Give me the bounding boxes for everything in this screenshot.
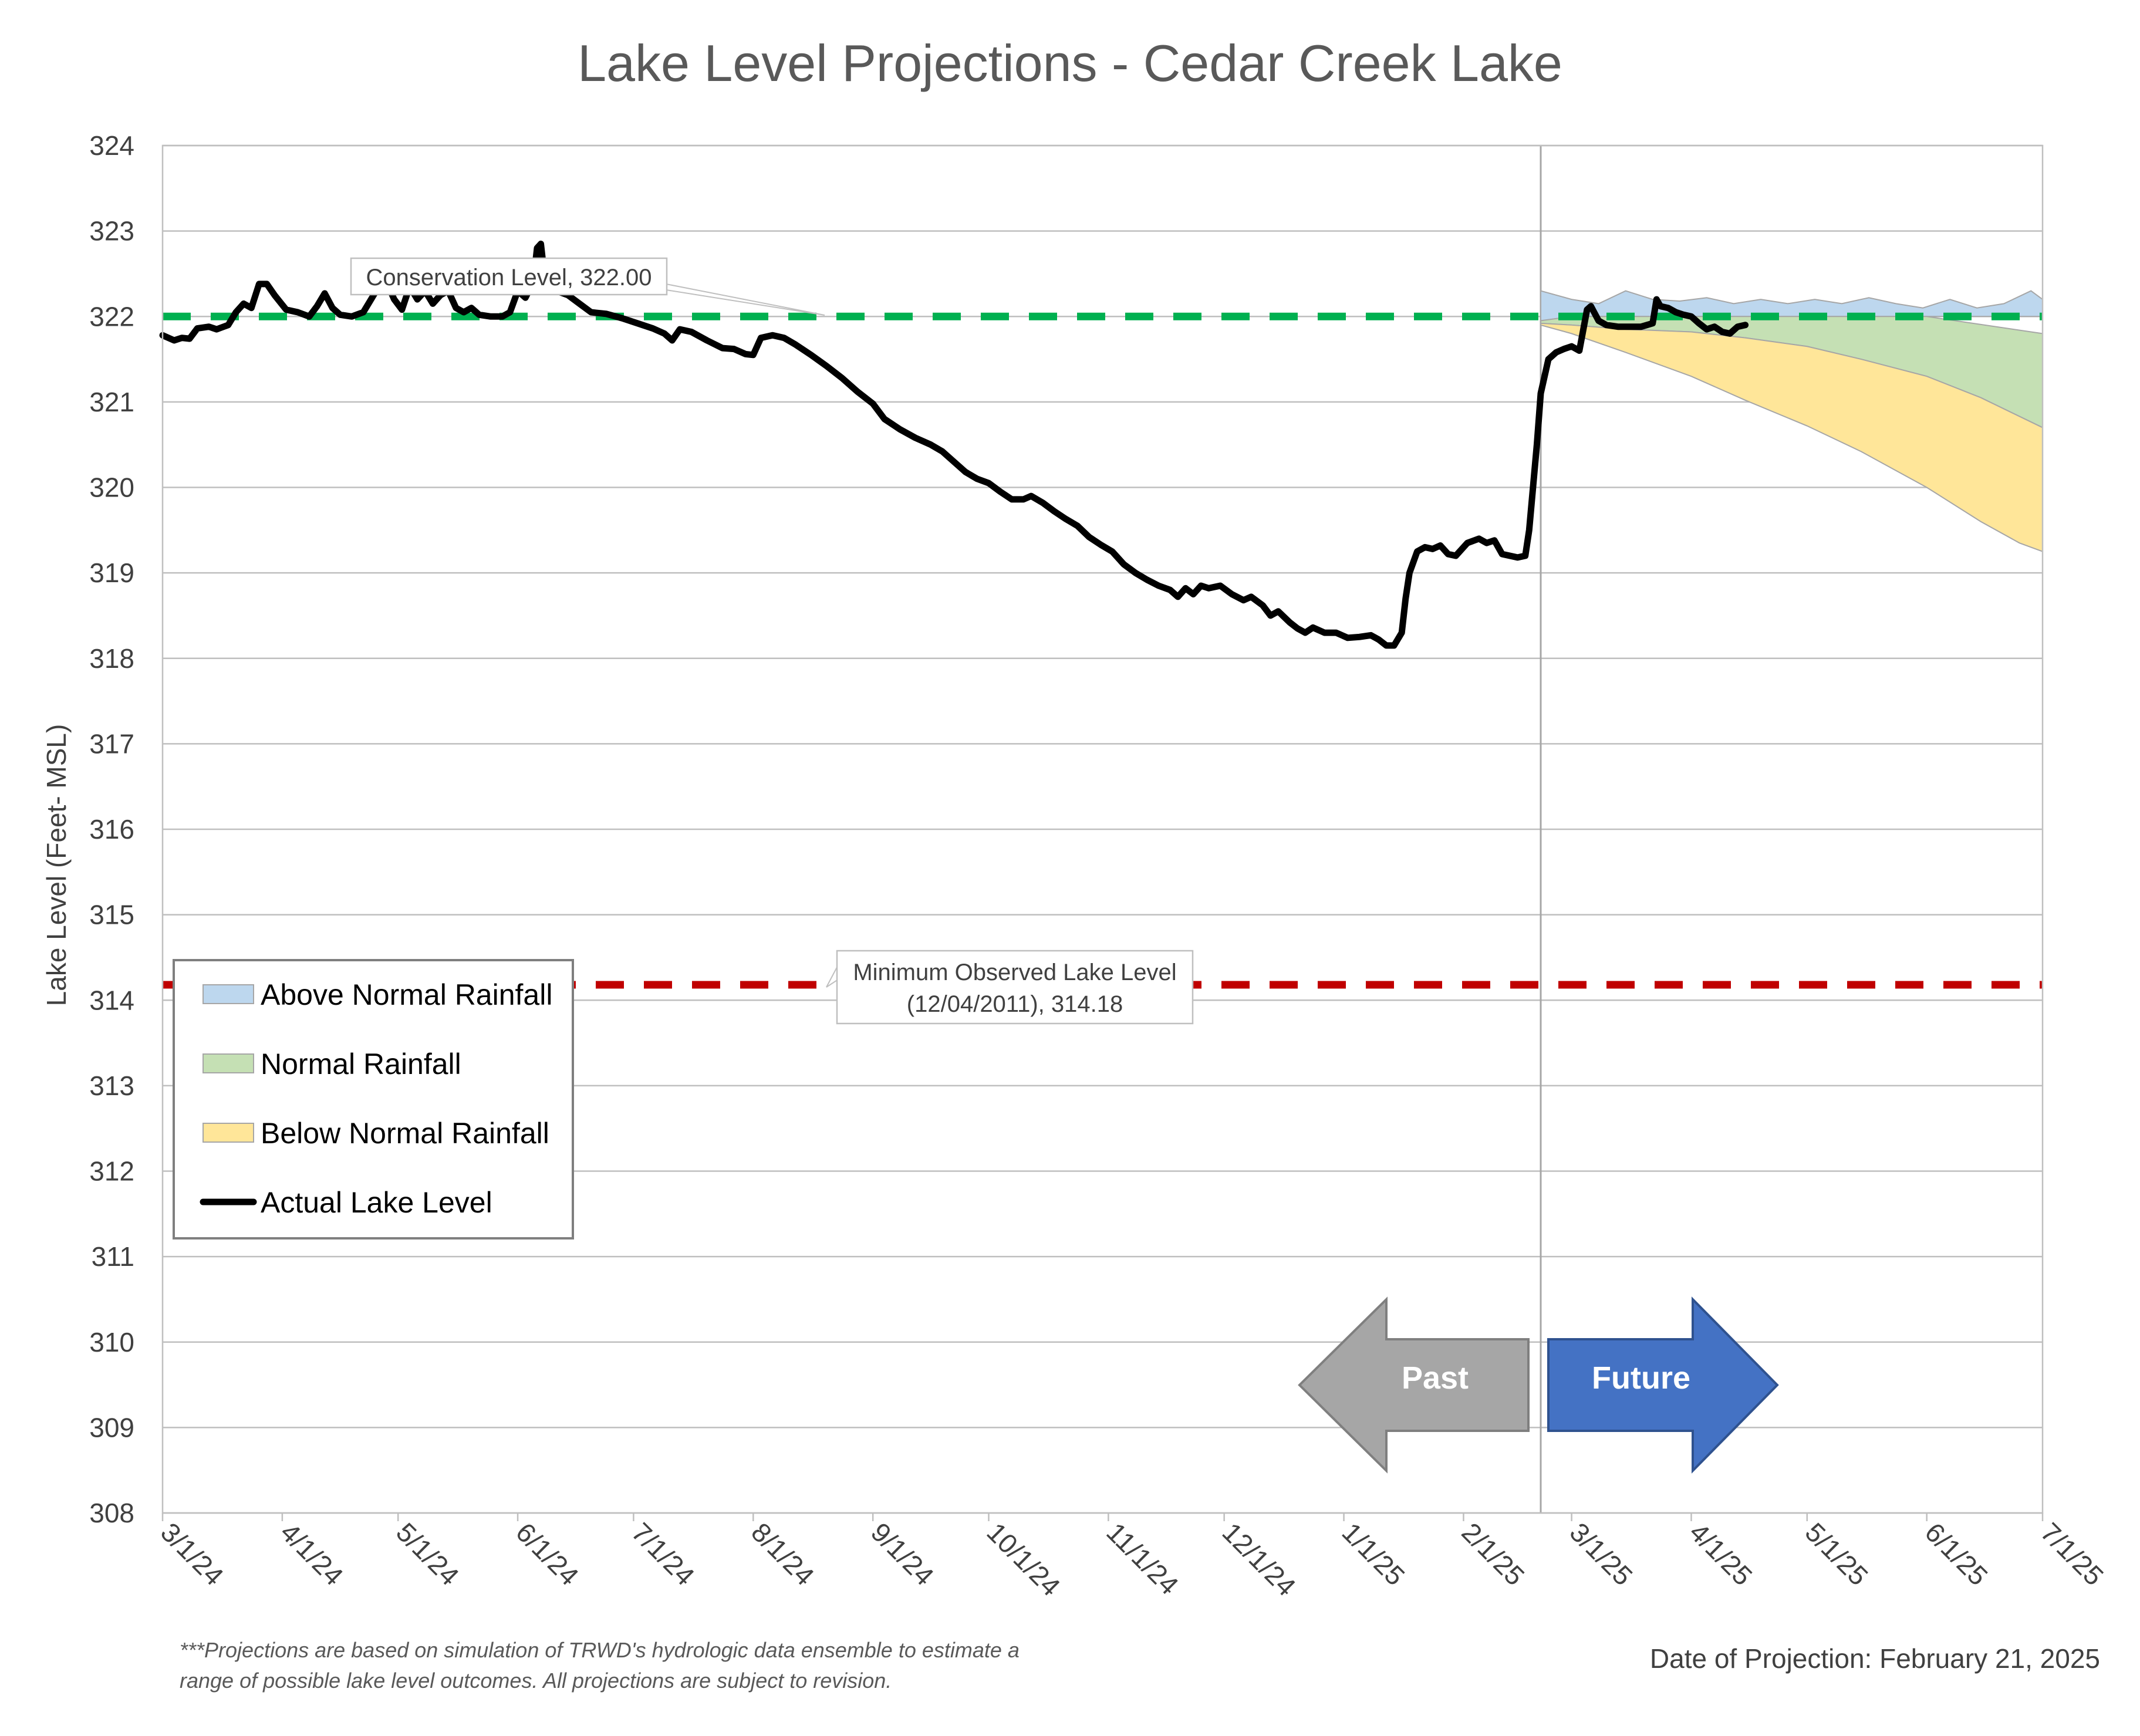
legend-swatch-above-normal-rainfall: [202, 984, 254, 1004]
conservation-level-label: Conservation Level, 322.00: [366, 265, 652, 291]
y-tick-label: 317: [89, 728, 134, 759]
y-tick-label: 324: [89, 130, 134, 161]
y-tick-label: 321: [89, 387, 134, 417]
y-tick-label: 309: [89, 1412, 134, 1443]
legend-swatch-normal-rainfall: [202, 1053, 254, 1073]
y-tick-label: 322: [89, 301, 134, 332]
past-future-arrows: Past Future: [1298, 1296, 1779, 1474]
projection-date-text: Date of Projection: February 21, 2025: [1650, 1643, 2100, 1674]
past-arrow: [1298, 1296, 1530, 1474]
conservation-callout-box: [350, 257, 668, 296]
y-tick-label: 316: [89, 814, 134, 845]
y-tick-label: 318: [89, 643, 134, 674]
y-tick-label: 310: [89, 1327, 134, 1357]
y-tick-label: 320: [89, 472, 134, 503]
minimum-level-label-line-2: (12/04/2011), 314.18: [907, 991, 1123, 1017]
y-tick-label: 308: [89, 1498, 134, 1528]
legend-swatch-below-normal-rainfall: [202, 1123, 254, 1143]
legend-label: Actual Lake Level: [261, 1186, 492, 1219]
legend-label: Normal Rainfall: [261, 1048, 461, 1080]
y-tick-label: 315: [89, 900, 134, 930]
past-arrow-label: Past: [1402, 1360, 1469, 1396]
legend-box: [173, 959, 574, 1239]
legend-label: Below Normal Rainfall: [261, 1117, 549, 1150]
legend: Above Normal Rainfall Normal Rainfall Belo…: [173, 959, 574, 1239]
y-tick-label: 314: [89, 985, 134, 1015]
chart-title: Lake Level Projections - Cedar Creek Lak…: [578, 34, 1562, 92]
y-tick-label: 311: [92, 1241, 134, 1272]
y-tick-label: 323: [89, 216, 134, 246]
future-arrow: [1547, 1296, 1779, 1474]
legend-label: Above Normal Rainfall: [261, 978, 552, 1011]
footnote-line-1: ***Projections are based on simulation o…: [180, 1638, 1020, 1662]
callouts: Conservation Level, 322.00 Minimum Observ…: [350, 257, 1194, 1025]
minimum-callout-box: [836, 950, 1194, 1025]
footnote-line-2: range of possible lake level outcomes. A…: [180, 1669, 892, 1693]
y-tick-label: 312: [89, 1156, 134, 1187]
minimum-level-label-line-1: Minimum Observed Lake Level: [853, 960, 1176, 985]
y-tick-label: 313: [89, 1070, 134, 1101]
band-below-normal-rainfall: [1540, 322, 2043, 553]
plot-area-border: [161, 144, 2044, 1514]
y-axis-label: Lake Level (Feet- MSL): [41, 724, 72, 1007]
y-tick-label: 319: [89, 558, 134, 588]
future-arrow-label: Future: [1592, 1360, 1690, 1396]
